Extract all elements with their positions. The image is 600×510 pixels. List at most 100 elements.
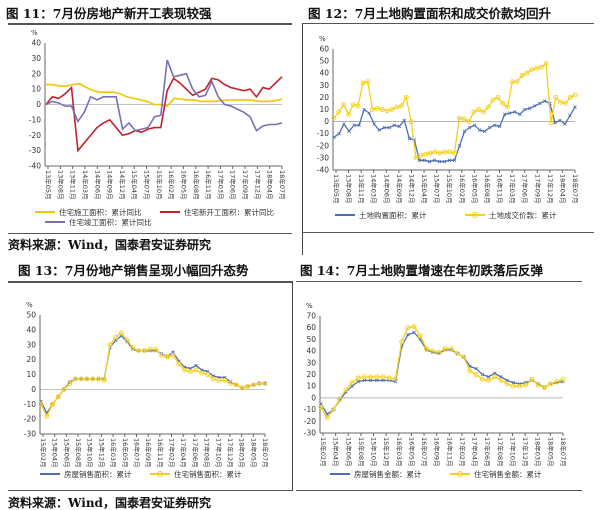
- data-point: [461, 116, 467, 122]
- divider: [302, 23, 303, 255]
- x-tick-label: 13年08月: [345, 174, 354, 204]
- x-tick-label: 18年05月: [249, 438, 258, 468]
- x-tick-label: 15年04月: [332, 437, 341, 467]
- data-point: [331, 115, 337, 121]
- x-tick-label: 15年12月: [97, 438, 106, 468]
- x-tick-label: 18年07月: [559, 437, 568, 467]
- data-point: [462, 129, 467, 134]
- data-point: [159, 352, 165, 358]
- x-tick-label: 16年03月: [395, 437, 404, 467]
- data-point: [370, 107, 376, 112]
- data-point: [502, 112, 507, 117]
- y-unit-label: %: [31, 29, 38, 37]
- data-point: [457, 144, 462, 148]
- data-point: [538, 64, 544, 70]
- data-point: [427, 150, 433, 156]
- data-point: [412, 330, 416, 335]
- data-point: [362, 107, 366, 112]
- x-tick-label: 18年05月: [546, 437, 555, 467]
- y-tick-label: 10: [31, 85, 41, 94]
- data-point: [318, 404, 324, 410]
- data-point: [529, 376, 535, 382]
- legend-label: 住宅竣工面积：累计同比: [69, 217, 152, 227]
- data-point: [403, 94, 409, 100]
- data-point: [533, 65, 539, 71]
- data-point: [423, 151, 429, 157]
- y-tick-label: -30: [29, 146, 41, 155]
- x-tick-label: 14年03月: [81, 170, 90, 200]
- data-point: [357, 123, 361, 128]
- y-tick-label: -10: [29, 115, 41, 124]
- x-tick-label: 17年02月: [458, 437, 467, 467]
- x-tick-label: 17年06月: [191, 438, 200, 468]
- data-point: [384, 108, 390, 114]
- x-tick-label: 13年05月: [332, 174, 341, 204]
- x-tick-label: 14年09月: [395, 174, 404, 204]
- data-point: [356, 379, 361, 384]
- x-tick-label: 17年08月: [496, 437, 505, 467]
- y-unit-label: %: [26, 301, 33, 309]
- data-point: [562, 100, 568, 106]
- x-tick-label: 17年04月: [179, 438, 188, 468]
- x-tick-label: 15年06月: [344, 437, 353, 467]
- data-point: [447, 158, 452, 163]
- data-point: [567, 94, 573, 100]
- data-point: [407, 136, 412, 141]
- divider: [296, 281, 582, 282]
- data-point: [535, 382, 541, 388]
- data-point: [393, 376, 398, 382]
- data-point: [136, 348, 142, 354]
- data-point: [523, 382, 529, 388]
- data-point: [442, 149, 448, 155]
- data-point: [448, 346, 454, 352]
- legend-label: 土地购置面积：累计: [359, 210, 427, 220]
- data-point: [374, 374, 380, 380]
- data-point: [375, 378, 379, 383]
- y-tick-label: 60: [306, 323, 316, 332]
- y-tick-label: -20: [317, 141, 329, 150]
- y-tick-label: 10: [306, 382, 316, 391]
- y-tick-label: -20: [24, 415, 36, 424]
- divider: [8, 23, 292, 25]
- y-tick-label: -20: [304, 417, 316, 426]
- data-point: [487, 125, 492, 130]
- x-tick-label: 15年04月: [130, 170, 139, 200]
- x-tick-label: 16年08月: [192, 170, 201, 200]
- data-point: [368, 374, 374, 380]
- x-tick-label: 16年05月: [470, 174, 479, 204]
- data-point: [442, 159, 447, 164]
- data-point: [437, 150, 443, 156]
- data-point: [422, 158, 427, 163]
- legend-marker: [157, 471, 163, 477]
- y-tick-label: 0: [311, 393, 316, 402]
- x-tick-label: 15年07月: [433, 174, 442, 204]
- y-tick-label: 70: [306, 312, 316, 321]
- y-tick-label: 30: [26, 340, 36, 349]
- data-point: [548, 381, 554, 387]
- data-point: [417, 158, 422, 163]
- source-note: 资料来源：Wind，国泰君安证券研究: [8, 496, 211, 510]
- x-tick-label: 18年04月: [266, 170, 275, 200]
- data-point: [432, 149, 438, 155]
- data-point: [216, 378, 222, 383]
- data-point: [55, 394, 61, 400]
- series-line: [45, 59, 283, 132]
- x-tick-label: 15年10月: [155, 170, 164, 200]
- divider: [8, 490, 292, 491]
- figure-13-title: 图 13：7月份地产销售呈现小幅回升态势: [18, 263, 249, 278]
- data-point: [512, 110, 517, 114]
- x-tick-label: 15年06月: [62, 438, 71, 468]
- data-point: [350, 102, 356, 108]
- data-point: [408, 119, 414, 125]
- legend-label: 住宅销售面积：累计: [174, 469, 242, 479]
- x-tick-label: 17年09月: [533, 174, 542, 204]
- x-tick-label: 15年04月: [420, 174, 429, 204]
- y-tick-label: 0: [36, 100, 41, 109]
- data-point: [430, 348, 436, 354]
- x-tick-label: 18年07月: [571, 174, 580, 204]
- y-tick-label: 40: [31, 39, 41, 48]
- x-tick-label: 18年03月: [534, 437, 543, 467]
